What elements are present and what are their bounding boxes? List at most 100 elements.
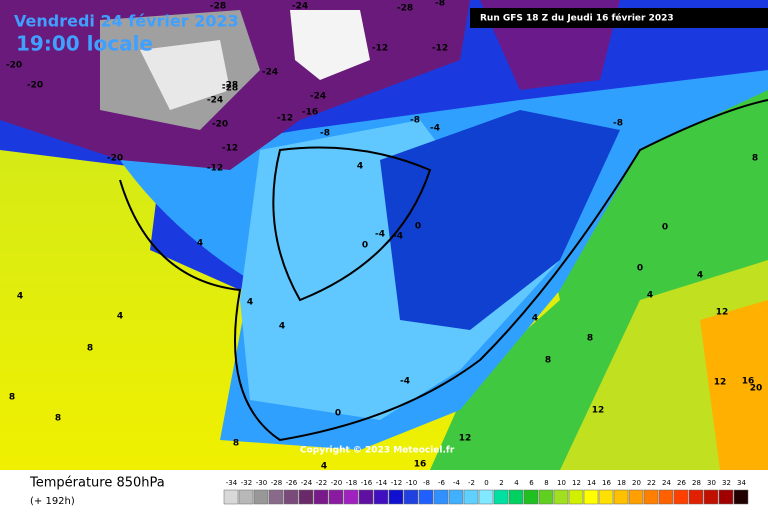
- contour-label: 4: [247, 298, 253, 308]
- scale-swatch: [688, 489, 704, 505]
- contour-label: 20: [750, 384, 763, 394]
- contour-label: 4: [532, 314, 538, 324]
- scale-swatch: [238, 489, 254, 505]
- contour-label: -20: [212, 120, 228, 130]
- contour-label: -4: [430, 124, 440, 134]
- scale-swatch: [283, 489, 299, 505]
- contour-label: -8: [320, 129, 330, 139]
- scale-label: -12: [391, 479, 402, 487]
- contour-label: 0: [662, 223, 668, 233]
- scale-label: 32: [722, 479, 731, 487]
- scale-label: 10: [557, 479, 566, 487]
- contour-label: 16: [742, 377, 755, 387]
- scale-label: -10: [406, 479, 417, 487]
- scale-swatch: [643, 489, 659, 505]
- contour-label: 8: [9, 393, 15, 403]
- footer-title: Température 850hPa: [29, 476, 165, 491]
- contour-label: -24: [262, 68, 278, 78]
- contour-label: -12: [277, 114, 293, 124]
- scale-label: -26: [286, 479, 298, 487]
- scale-label: 16: [602, 479, 611, 487]
- contour-label: 4: [357, 162, 363, 172]
- contour-label: -4: [393, 232, 403, 242]
- scale-label: 0: [484, 479, 488, 487]
- contour-label: -28: [222, 81, 238, 91]
- contour-label: -4: [400, 377, 410, 387]
- scale-swatch: [403, 489, 419, 505]
- scale-swatch: [418, 489, 434, 505]
- contour-label: 12: [459, 434, 472, 444]
- contour-label: -20: [107, 154, 123, 164]
- contour-label: 4: [647, 291, 653, 301]
- contour-label: 0: [637, 264, 643, 274]
- scale-label: -30: [256, 479, 267, 487]
- scale-label: 24: [662, 479, 671, 487]
- scale-label: -20: [331, 479, 342, 487]
- contour-label: -8: [613, 119, 623, 129]
- contour-label: 4: [117, 312, 123, 322]
- scale-swatch: [508, 489, 524, 505]
- scale-label: 26: [677, 479, 686, 487]
- contour-label: -8: [435, 0, 445, 9]
- scale-label: -6: [438, 479, 446, 487]
- scale-swatch: [703, 489, 719, 505]
- scale-label: 4: [514, 479, 519, 487]
- contour-label: -24: [207, 96, 223, 106]
- scale-swatch: [373, 489, 389, 505]
- scale-label: -22: [316, 479, 327, 487]
- contour-label: 4: [321, 462, 327, 472]
- contour-label: -4: [375, 230, 385, 240]
- scale-label: -8: [423, 479, 430, 487]
- scale-swatch: [253, 489, 269, 505]
- scale-swatch: [673, 489, 689, 505]
- contour-label: 0: [415, 222, 421, 232]
- contour-label: 12: [716, 308, 729, 318]
- contour-label: -12: [432, 44, 448, 54]
- contour-labels: -28 -24 -28 -8-20-28-12 -12-20-24-24-28-24-1…: [6, 0, 762, 472]
- scale-label: 20: [632, 479, 641, 487]
- contour-label: -8: [410, 116, 420, 126]
- contour-label: -20: [6, 61, 22, 71]
- contour-label: 8: [752, 154, 758, 164]
- scale-label: 28: [692, 479, 701, 487]
- contour-label: -28: [222, 84, 238, 94]
- scale-swatch: [463, 489, 479, 505]
- scale-swatch: [268, 489, 284, 505]
- scale-swatch: [733, 489, 749, 505]
- scale-swatch: [388, 489, 404, 505]
- contour-label: 4: [197, 239, 203, 249]
- contour-label: -28: [397, 4, 413, 14]
- scale-label: -16: [361, 479, 373, 487]
- scale-swatch: [358, 489, 374, 505]
- scale-swatch: [433, 489, 449, 505]
- scale-label: 14: [587, 479, 596, 487]
- contour-label: 0: [335, 409, 341, 419]
- color-scale: -34 -32 -30 -28 -26 -24 -22 -20 -18 -16 -14 -12 -10-…: [223, 479, 749, 505]
- contour-label: 4: [279, 322, 285, 332]
- scale-label: 12: [572, 479, 581, 487]
- scale-label: -28: [271, 479, 282, 487]
- scale-label: 6: [529, 479, 534, 487]
- scale-swatch: [313, 489, 329, 505]
- scale-swatch: [538, 489, 554, 505]
- scale-swatch: [553, 489, 569, 505]
- scale-label: 34: [737, 479, 746, 487]
- scale-label: 30: [707, 479, 716, 487]
- scale-swatch: [598, 489, 614, 505]
- contour-label: -12: [207, 164, 223, 174]
- scale-label: 18: [617, 479, 626, 487]
- scale-swatch: [628, 489, 644, 505]
- contour-label: 12: [714, 378, 727, 388]
- scale-swatch: [298, 489, 314, 505]
- scale-swatch: [718, 489, 734, 505]
- scale-swatch: [613, 489, 629, 505]
- contour-label: -24: [310, 92, 326, 102]
- contour-label: -20: [27, 81, 43, 91]
- contour-label: -12: [222, 144, 238, 154]
- contour-label: 16: [414, 460, 427, 470]
- contour-label: 4: [697, 271, 703, 281]
- contour-label: -16: [302, 108, 318, 118]
- contour-label: 0: [362, 241, 368, 251]
- copyright: Copyright © 2023 Meteociel.fr: [300, 446, 455, 456]
- time-title: 19:00 locale: [16, 32, 153, 56]
